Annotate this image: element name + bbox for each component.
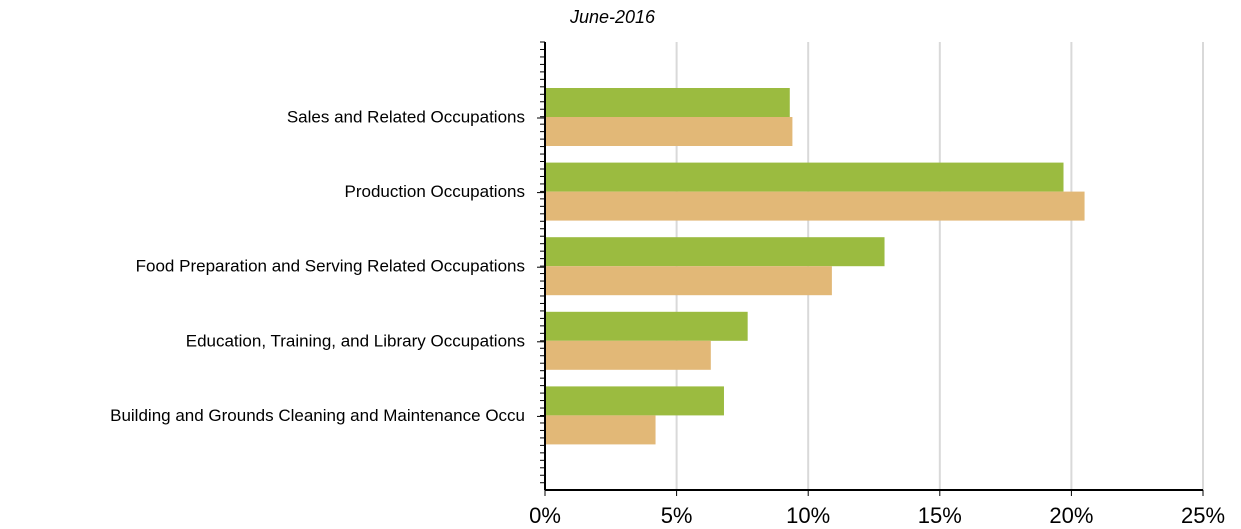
bar <box>545 386 724 416</box>
bar <box>545 415 656 445</box>
bar <box>545 266 832 296</box>
y-tick-label: Production Occupations <box>345 182 526 201</box>
y-tick-label: Building and Grounds Cleaning and Mainte… <box>110 406 525 425</box>
bar <box>545 311 748 341</box>
bar <box>545 237 885 267</box>
x-tick-label: 15% <box>918 503 962 528</box>
bar <box>545 191 1085 221</box>
x-tick-label: 25% <box>1181 503 1225 528</box>
bar <box>545 117 793 146</box>
x-tick-label: 0% <box>529 503 561 528</box>
x-tick-label: 20% <box>1049 503 1093 528</box>
x-tick-label: 10% <box>786 503 830 528</box>
y-tick-label: Food Preparation and Serving Related Occ… <box>136 257 525 276</box>
x-tick-label: 5% <box>661 503 693 528</box>
chart-subtitle: June-2016 <box>569 7 656 27</box>
y-tick-label: Sales and Related Occupations <box>287 107 525 126</box>
bar <box>545 162 1064 192</box>
bar <box>545 340 711 370</box>
y-tick-label: Education, Training, and Library Occupat… <box>186 331 525 350</box>
bar <box>545 88 790 117</box>
